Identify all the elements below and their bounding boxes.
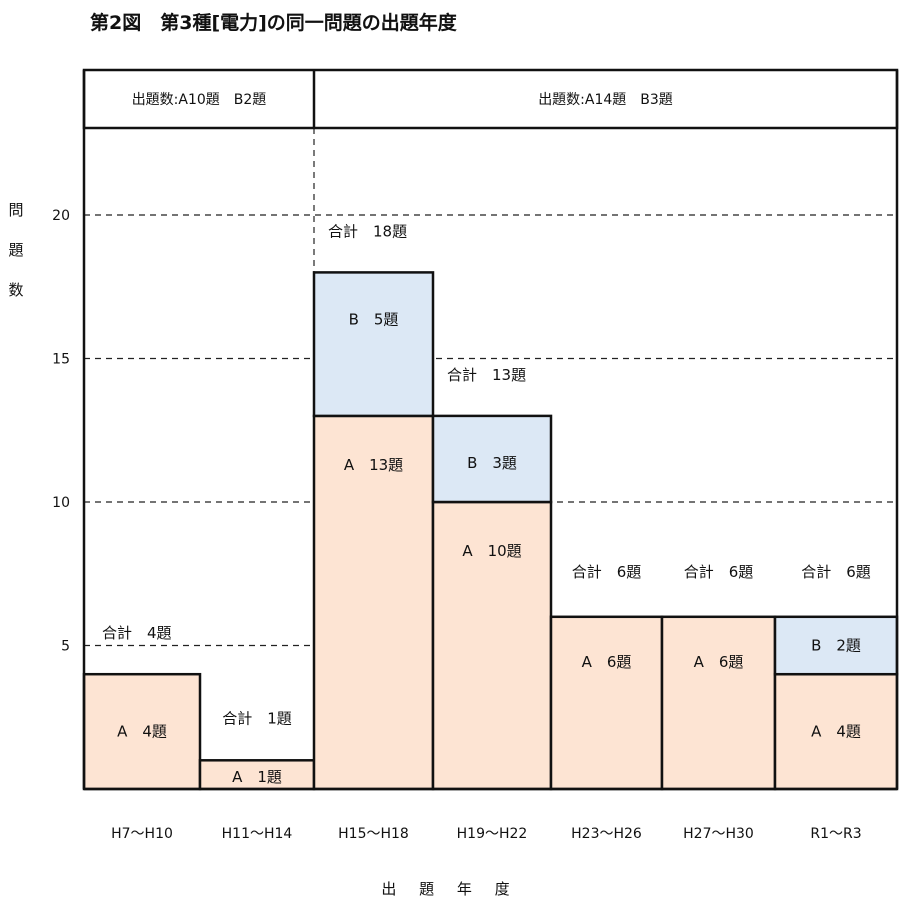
header-group-label: 出題数:A10題 B2題	[132, 92, 267, 108]
x-tick-label: H23〜H26	[571, 826, 642, 842]
y-tick-label: 20	[52, 208, 70, 224]
y-axis-label: 問 題 数	[6, 190, 26, 310]
bar-segment-a	[312, 414, 435, 791]
bar-total-label: 合計 6題	[684, 563, 754, 581]
bar-segment-a	[198, 759, 316, 791]
bar-segment-a-label: A 10題	[462, 542, 521, 560]
y-tick-label: 15	[52, 352, 70, 368]
bar-segment-a	[660, 615, 777, 791]
bar-segment-b-label: B 3題	[467, 454, 517, 472]
bar-total-label: 合計 13題	[447, 366, 526, 384]
x-tick-label: H27〜H30	[683, 826, 754, 842]
bar-total-label: 合計 1題	[222, 709, 292, 727]
bar-segment-a-label: A 6題	[582, 653, 632, 671]
y-tick-label: 5	[61, 639, 70, 655]
y-axis-label-char: 問	[8, 201, 24, 219]
bar-total-label: 合計 18題	[328, 222, 407, 240]
header-group-label: 出題数:A14題 B3題	[538, 92, 673, 108]
x-tick-label: R1〜R3	[810, 826, 861, 842]
x-axis-label: 出 題 年 度	[381, 880, 519, 898]
header-box	[82, 68, 899, 130]
bar-segment-b	[431, 414, 553, 504]
x-tick-label: H15〜H18	[338, 826, 409, 842]
y-axis-label-char: 数	[8, 281, 24, 299]
bar-total-label: 合計 6題	[572, 563, 642, 581]
bar-segment-a-label: A 6題	[694, 653, 744, 671]
bar-segment-a-label: A 1題	[232, 768, 282, 786]
bar-segment-b	[312, 271, 435, 418]
bar-segment-a	[549, 615, 664, 791]
bar-segment-a-label: A 13題	[344, 456, 403, 474]
bar-total-label: 合計 4題	[102, 624, 172, 642]
y-tick-label: 10	[52, 495, 70, 511]
y-axis-label-char: 題	[8, 241, 24, 259]
bar-segment-b-label: B 5題	[349, 310, 399, 328]
bar-segment-a-label: A 4題	[811, 723, 861, 741]
bar-segment-b-label: B 2題	[811, 637, 861, 655]
bar-total-label: 合計 6題	[801, 563, 871, 581]
bar-segment-a-label: A 4題	[117, 723, 167, 741]
x-tick-label: H7〜H10	[111, 826, 173, 842]
bar-segment-a	[431, 500, 553, 791]
x-tick-label: H19〜H22	[457, 826, 528, 842]
chart-title: 第2図 第3種[電力]の同一問題の出題年度	[90, 12, 457, 34]
x-tick-label: H11〜H14	[222, 826, 293, 842]
